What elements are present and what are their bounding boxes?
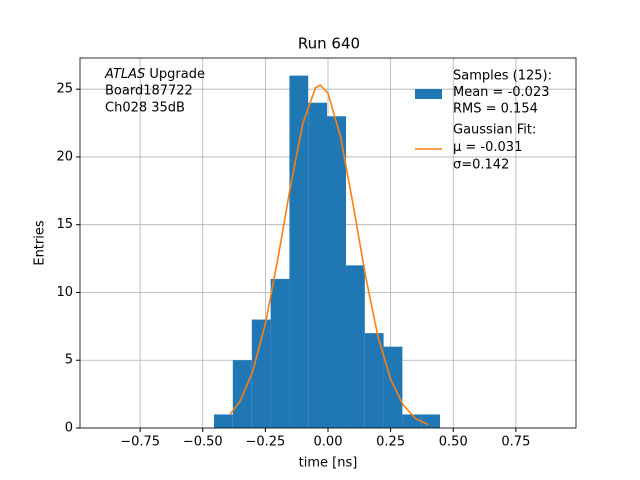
legend-label: σ=0.142: [453, 158, 509, 173]
annotation-emphasis: ATLAS: [104, 67, 145, 82]
histogram-bar: [326, 116, 347, 429]
y-tick-label: 5: [65, 353, 73, 368]
legend-label: Gaussian Fit:: [453, 123, 536, 138]
x-axis-label: time [ns]: [299, 456, 358, 471]
x-tick-label: 0.75: [501, 435, 530, 450]
histogram-bar: [346, 265, 365, 428]
legend-label: μ = -0.031: [453, 140, 522, 155]
histogram-bar: [214, 414, 233, 428]
x-tick-label: 0.50: [439, 435, 468, 450]
x-tick-label: −0.25: [245, 435, 285, 450]
x-tick-label: −0.75: [120, 435, 160, 450]
histogram-bar: [270, 278, 290, 428]
x-tick-label: 0.00: [314, 435, 343, 450]
y-tick-label: 25: [56, 82, 73, 97]
annotation-text: Ch028 35dB: [105, 101, 185, 116]
histogram-bar: [289, 75, 309, 428]
histogram-bar: [402, 414, 422, 428]
histogram-bar: [308, 102, 327, 428]
legend-label: Samples (125):: [453, 69, 552, 84]
histogram-bar: [383, 346, 403, 428]
annotation-text: Upgrade: [145, 67, 205, 82]
histogram-bar: [421, 414, 440, 428]
legend-label: RMS = 0.154: [453, 102, 538, 117]
histogram-bar: [251, 319, 271, 428]
annotation: ATLAS Upgrade: [104, 67, 205, 82]
histogram-bar: [364, 333, 384, 428]
y-axis-label: Entries: [33, 220, 48, 266]
y-tick-label: 15: [56, 217, 73, 232]
annotation-text: Board187722: [105, 84, 193, 99]
chart-title: Run 640: [298, 35, 360, 53]
x-tick-label: 0.25: [376, 435, 405, 450]
legend-label: Mean = -0.023: [453, 85, 549, 100]
y-tick-label: 0: [65, 421, 73, 436]
fit-curve: [229, 84, 429, 426]
y-tick-label: 10: [56, 285, 73, 300]
legend-swatch: [415, 89, 442, 99]
x-tick-label: −0.50: [183, 435, 223, 450]
y-tick-label: 20: [56, 149, 73, 164]
